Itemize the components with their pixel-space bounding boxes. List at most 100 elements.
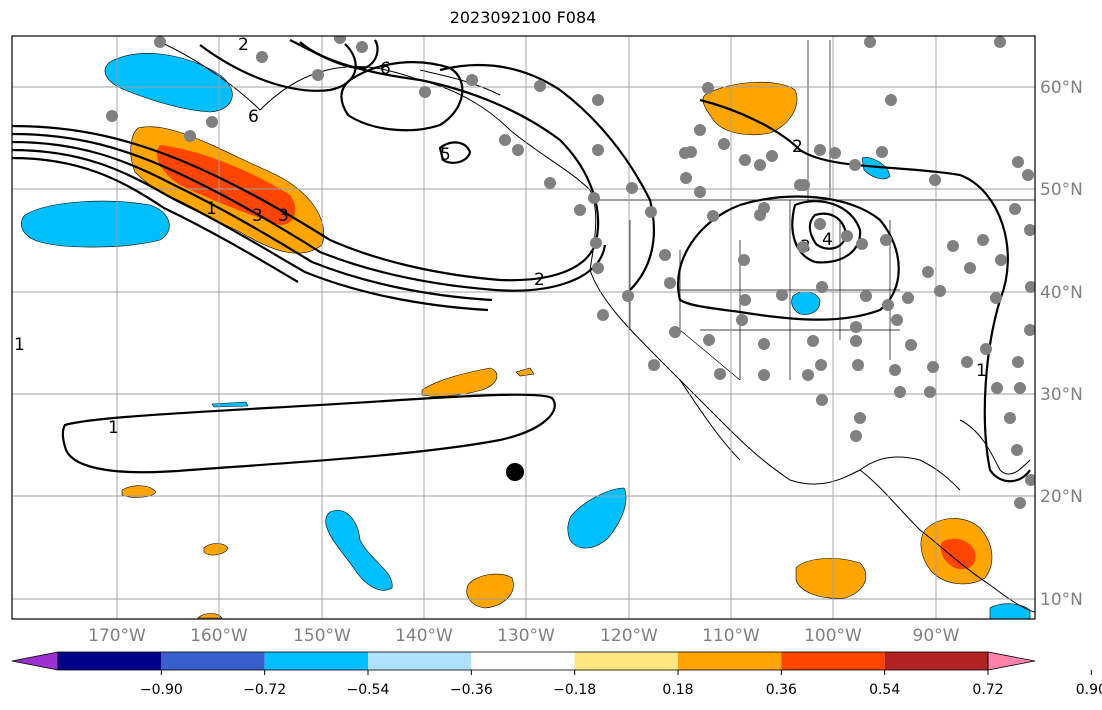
colorbar-segment xyxy=(678,652,782,670)
colorbar-segment xyxy=(161,652,265,670)
positive-anomaly-region xyxy=(203,543,229,556)
colorbar-segment xyxy=(574,652,678,670)
station-dot xyxy=(574,204,586,216)
station-dot xyxy=(924,386,936,398)
station-dot xyxy=(1012,156,1024,168)
station-dot xyxy=(758,338,770,350)
station-dot xyxy=(694,186,706,198)
colorbar-outline xyxy=(57,651,989,671)
station-dot xyxy=(860,290,872,302)
station-dot xyxy=(849,159,861,171)
lat-label: 10°N xyxy=(1040,590,1083,610)
station-dot xyxy=(856,238,868,250)
station-dot xyxy=(964,262,976,274)
lat-label: 50°N xyxy=(1040,180,1083,200)
station-dot xyxy=(707,210,719,222)
station-dot xyxy=(841,230,853,242)
station-dot xyxy=(880,234,892,246)
contour-label: 1 xyxy=(108,418,119,438)
station-dot xyxy=(669,326,681,338)
station-dot xyxy=(990,292,1002,304)
colorbar: −0.90 −0.72 −0.54 −0.36 −0.18 0.18 0.36 0.54 0.7… xyxy=(11,651,1102,698)
station-dot xyxy=(622,290,634,302)
station-dot xyxy=(466,74,478,86)
station-dot xyxy=(702,82,714,94)
contour-label: 3 xyxy=(278,206,289,226)
station-dot xyxy=(902,292,914,304)
station-dot xyxy=(929,174,941,186)
station-dot xyxy=(680,172,692,184)
station-dot xyxy=(1014,382,1026,394)
lon-label: 130°W xyxy=(497,626,555,646)
station-dot xyxy=(739,154,751,166)
lon-label: 170°W xyxy=(88,626,146,646)
colorbar-extend-low xyxy=(11,651,59,671)
station-dot xyxy=(882,299,894,311)
station-dot xyxy=(1012,356,1024,368)
station-dot xyxy=(154,36,166,48)
station-dot xyxy=(694,124,706,136)
station-dot xyxy=(312,69,324,81)
map-frame xyxy=(11,35,1036,620)
station-dot xyxy=(1011,444,1023,456)
station-dot xyxy=(1024,324,1035,336)
station-dot xyxy=(685,146,697,158)
station-dot xyxy=(995,254,1007,266)
station-dot xyxy=(597,309,609,321)
station-dot xyxy=(876,146,888,158)
map-background xyxy=(12,36,1035,619)
positive-anomaly-region xyxy=(702,81,798,136)
station-dot xyxy=(1025,474,1035,486)
colorbar-segment xyxy=(264,652,368,670)
station-dot xyxy=(592,94,604,106)
colorbar-tick-label: −0.72 xyxy=(243,682,286,698)
station-dot xyxy=(864,36,876,48)
station-dot xyxy=(794,179,806,191)
station-dot xyxy=(1024,224,1035,236)
station-dot xyxy=(905,339,917,351)
colorbar-tick-label: 0.36 xyxy=(766,682,797,698)
colorbar-tick-label: 0.90 xyxy=(1076,682,1102,698)
colorbar-tick-label: 0.18 xyxy=(662,682,693,698)
colorbar-tick-label: −0.54 xyxy=(347,682,390,698)
station-dot xyxy=(659,249,671,261)
station-dot xyxy=(754,159,766,171)
station-dot xyxy=(934,285,946,297)
station-dot xyxy=(977,234,989,246)
lat-label: 40°N xyxy=(1040,283,1083,303)
contour-label: 5 xyxy=(440,145,451,165)
station-dot xyxy=(534,80,546,92)
station-dot xyxy=(1025,281,1035,293)
contours xyxy=(12,39,1031,483)
station-dot xyxy=(334,36,346,44)
contour-label: 1 xyxy=(976,361,987,381)
station-dot xyxy=(889,364,901,376)
contour-label: 6 xyxy=(248,107,259,127)
colorbar-segment xyxy=(368,652,472,670)
station-dot xyxy=(256,51,268,63)
colorbar-tick-label: −0.18 xyxy=(553,682,596,698)
colorbar-tick-label: 0.54 xyxy=(869,682,900,698)
station-dot xyxy=(512,144,524,156)
colorbar-segment xyxy=(781,652,885,670)
station-dot xyxy=(184,130,196,142)
positive-anomaly-region xyxy=(421,367,498,397)
colorbar-segment xyxy=(884,652,988,670)
station-dot xyxy=(754,209,766,221)
station-dot xyxy=(891,314,903,326)
station-dot xyxy=(776,289,788,301)
station-dot xyxy=(626,182,638,194)
station-dot xyxy=(894,386,906,398)
station-dot xyxy=(739,294,751,306)
station-dot xyxy=(854,412,866,424)
contour-label: 3 xyxy=(252,206,263,226)
negative-anomaly-region xyxy=(211,401,249,408)
colorbar-segment xyxy=(471,652,575,670)
negative-anomaly-region xyxy=(325,510,393,591)
latitude-labels: 60°N 50°N 40°N 30°N 20°N 10°N xyxy=(1040,78,1083,610)
station-dot xyxy=(807,335,819,347)
station-dot xyxy=(815,359,827,371)
longitude-labels: 170°W 160°W 150°W 140°W 130°W 120°W 110°… xyxy=(88,626,960,646)
contour-label: 4 xyxy=(822,230,833,250)
